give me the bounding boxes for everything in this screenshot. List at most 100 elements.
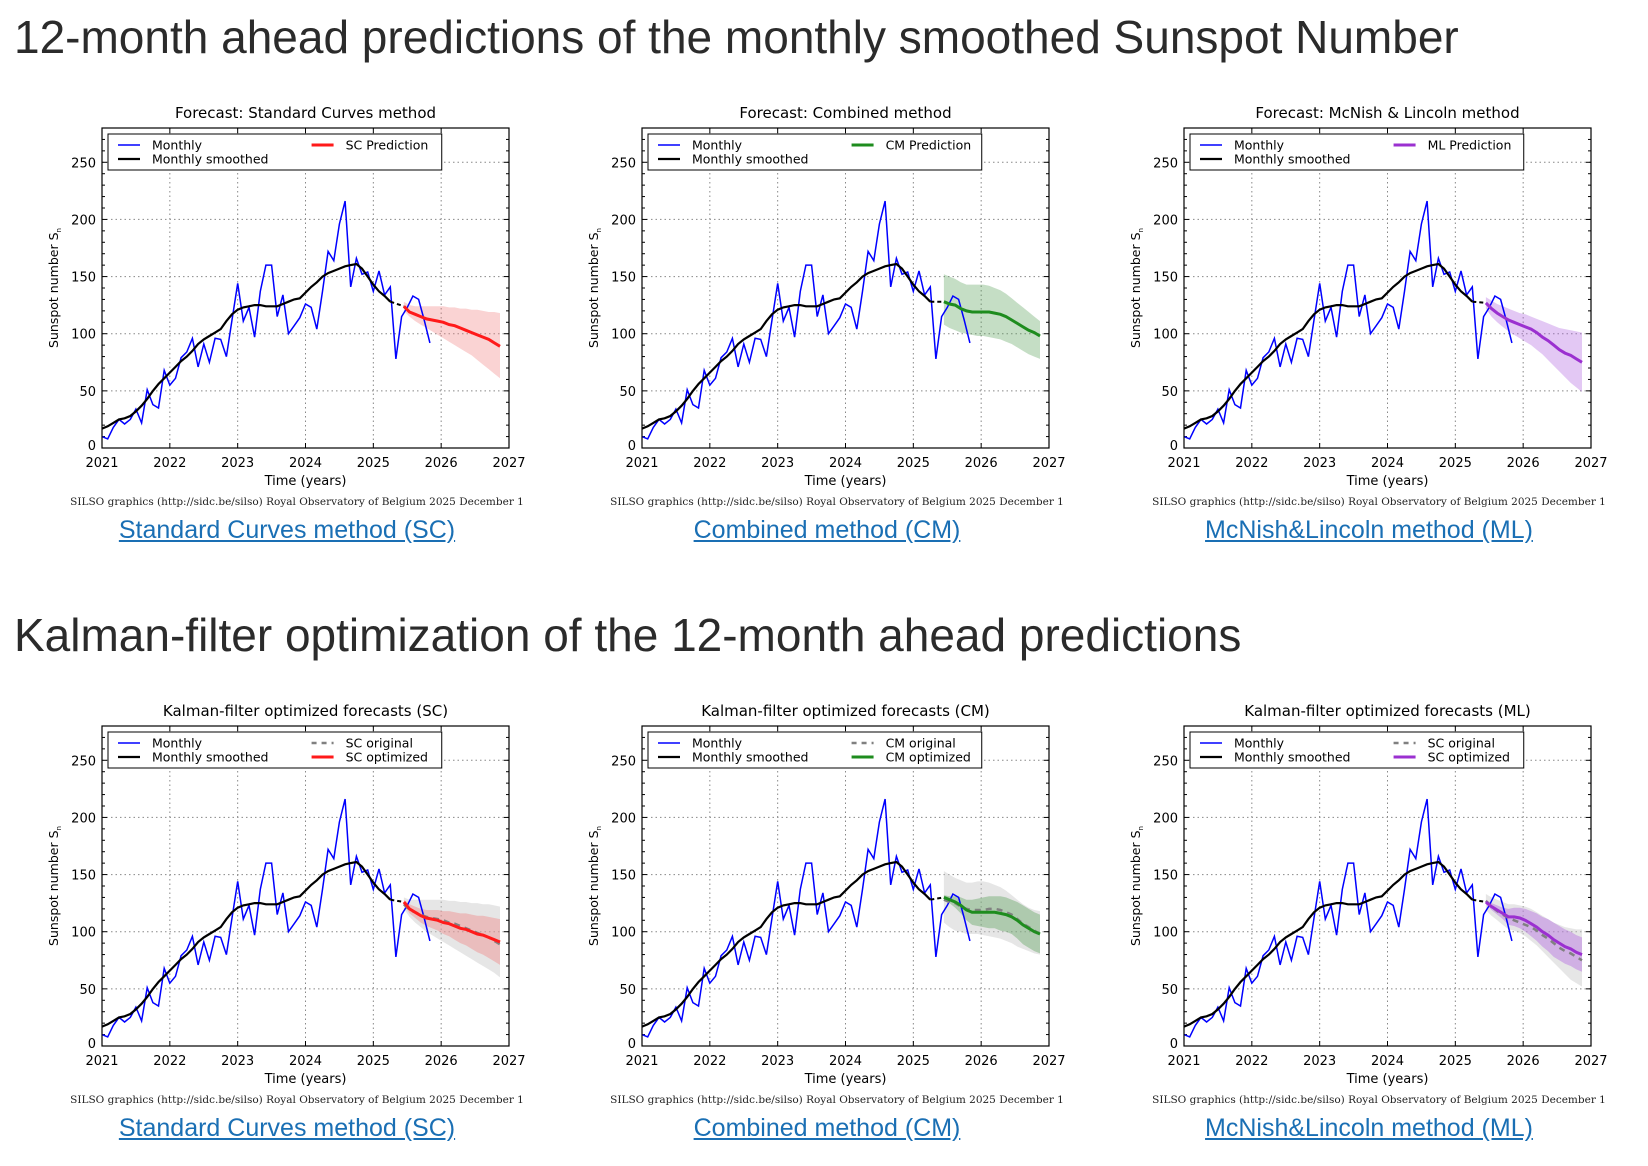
x-tick-label: 2024 [829,456,862,471]
y-tick-label: 200 [1153,811,1178,826]
series-prediction [402,901,501,944]
link-standard-curves-kalman[interactable]: Standard Curves method (SC) [118,1114,456,1142]
legend-monthly-label: Monthly [152,138,203,153]
credit-line: SILSO graphics (http://sidc.be/silso) Ro… [70,1094,524,1106]
y-tick-label: 0 [1170,439,1178,454]
plot-area [1184,726,1591,1046]
x-tick-label: 2022 [693,456,726,471]
section-heading-kalman: Kalman-filter optimization of the 12-mon… [14,609,1242,661]
y-tick-label: 100 [71,328,96,343]
legend-monthly-label: Monthly [152,736,203,751]
series-monthly [101,798,431,1038]
chart-panel-cm: Forecast: Combined method 2021 2022 2023 202… [582,104,1072,554]
y-tick-label: 200 [611,811,636,826]
x-tick-label: 2027 [1574,456,1607,471]
series-prediction [1484,900,1583,956]
x-tick-label: 2027 [492,1054,525,1069]
chart-title: Kalman-filter optimized forecasts (CM) [701,702,990,720]
chart-kalman-cm: Kalman-filter optimized forecasts (CM) 20… [586,702,1066,1106]
legend-optimized-label: CM optimized [886,750,971,765]
y-axis-label-text: Sunspot number S [46,232,61,348]
legend-monthly-smoothed-label: Monthly smoothed [692,750,808,765]
y-tick-label: 250 [71,754,96,769]
plot-frame [1183,725,1592,1047]
y-tick-label: 250 [71,156,96,171]
y-tick-label: 150 [611,869,636,884]
x-tick-label: 2026 [965,1054,998,1069]
y-tick-label: 150 [71,271,96,286]
x-tick-label: 2021 [625,456,658,471]
plot-frame [1183,127,1592,449]
x-tick-label: 2022 [1235,1054,1268,1069]
series-smoothed-bridge [390,898,405,903]
y-tick-label: 200 [71,213,96,228]
legend-box [1189,133,1525,171]
x-tick-label: 2026 [1507,456,1540,471]
y-tick-label: 100 [1153,328,1178,343]
y-tick-label: 50 [79,385,96,400]
chart-kalman-ml: Kalman-filter optimized forecasts (ML) 20… [1128,702,1608,1106]
legend-monthly-smoothed-label: Monthly smoothed [152,152,268,167]
series-prediction [402,305,501,348]
y-tick-label: 250 [1153,156,1178,171]
x-tick-label: 2021 [1167,1054,1200,1069]
link-standard-curves[interactable]: Standard Curves method (SC) [118,516,456,544]
y-tick-label: 250 [611,156,636,171]
chart-title: Kalman-filter optimized forecasts (ML) [1244,702,1530,720]
y-tick-label: 250 [1153,754,1178,769]
series-monthly-smoothed [101,262,392,430]
series-smoothed-bridge [930,896,945,901]
link-combined[interactable]: Combined method (CM) [693,516,961,544]
chart-panel-ml: Forecast: McNish & Lincoln method 2021 202… [1124,104,1614,554]
x-tick-label: 2022 [693,1054,726,1069]
plot-area [102,128,509,448]
series-monthly-smoothed [1183,262,1474,430]
y-tick-label: 100 [611,926,636,941]
legend-monthly-label: Monthly [1234,138,1285,153]
series-monthly [1183,798,1513,1038]
y-tick-label: 0 [88,439,96,454]
credit-line: SILSO graphics (http://sidc.be/silso) Ro… [70,496,524,508]
x-tick-label: 2026 [965,456,998,471]
series-smoothed-bridge [1472,898,1487,903]
x-tick-label: 2023 [1303,1054,1336,1069]
y-tick-label: 150 [71,869,96,884]
y-tick-label: 50 [1161,983,1178,998]
plot-frame [101,725,510,1047]
x-axis-label: Time (years) [264,474,347,489]
y-tick-label: 0 [88,1037,96,1052]
series-monthly-smoothed [101,860,392,1028]
legend-monthly-label: Monthly [1234,736,1285,751]
y-tick-label: 250 [611,754,636,769]
credit-line: SILSO graphics (http://sidc.be/silso) Ro… [610,496,1064,508]
x-tick-label: 2024 [829,1054,862,1069]
legend-monthly-smoothed-label: Monthly smoothed [1234,750,1350,765]
x-tick-label: 2022 [153,456,186,471]
y-tick-label: 100 [71,926,96,941]
y-axis-label-text: Sunspot number S [1128,232,1143,348]
series-monthly-smoothed [641,262,932,430]
link-combined-kalman[interactable]: Combined method (CM) [693,1114,961,1142]
legend-monthly-smoothed-label: Monthly smoothed [1234,152,1350,167]
x-tick-label: 2022 [153,1054,186,1069]
x-tick-label: 2021 [85,1054,118,1069]
y-axis-label: Sunspot number Sn [46,826,63,946]
y-axis-label: Sunspot number Sn [1128,228,1145,348]
y-tick-label: 50 [619,385,636,400]
y-tick-label: 150 [611,271,636,286]
link-mcnish-lincoln-kalman[interactable]: McNish&Lincoln method (ML) [1205,1114,1533,1142]
legend-original-label: CM original [886,736,956,751]
link-mcnish-lincoln[interactable]: McNish&Lincoln method (ML) [1205,516,1533,544]
legend-monthly-smoothed-label: Monthly smoothed [692,152,808,167]
x-axis-label: Time (years) [264,1072,347,1087]
x-axis-label: Time (years) [804,474,887,489]
x-tick-label: 2021 [1167,456,1200,471]
series-monthly-smoothed [641,860,932,1028]
legend-box [647,133,983,171]
chart-ml-forecast: Forecast: McNish & Lincoln method 2021 202… [1128,104,1608,508]
y-axis-label-text: Sunspot number S [1128,830,1143,946]
x-tick-label: 2027 [1574,1054,1607,1069]
y-tick-label: 200 [71,811,96,826]
y-tick-label: 50 [1161,385,1178,400]
series-monthly [641,200,971,440]
